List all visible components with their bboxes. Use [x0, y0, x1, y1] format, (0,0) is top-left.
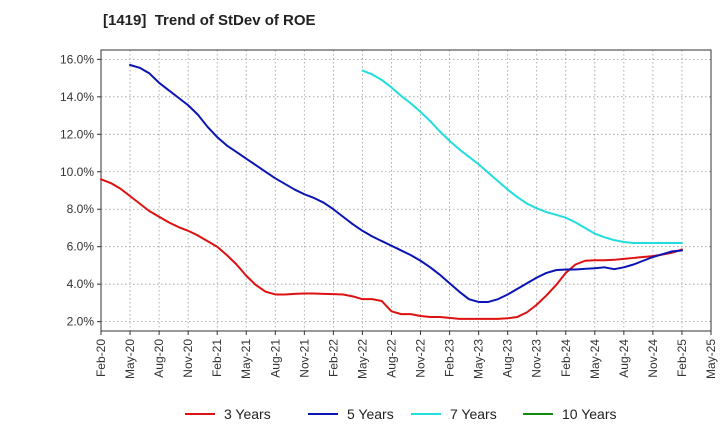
x-tick-label: Aug-24 — [617, 339, 631, 378]
x-tick-label: Feb-23 — [443, 339, 457, 377]
x-tick-label: May-25 — [704, 339, 718, 379]
x-tick-label: Nov-24 — [646, 339, 660, 378]
axes: 2.0% 4.0% 6.0% 8.0% 10.0% 12.0% 14.0% 16.0% Feb-… — [60, 49, 718, 379]
x-tick-label: Nov-22 — [414, 339, 428, 378]
series-line-3-years — [100, 178, 683, 320]
x-tick-label: Nov-21 — [297, 339, 311, 378]
x-tick-label: Feb-21 — [210, 339, 224, 377]
x-tick-label: Feb-24 — [559, 339, 573, 377]
x-tick-label: Nov-23 — [530, 339, 544, 378]
x-tick-label: Aug-21 — [268, 339, 282, 378]
legend-label: 3 Years — [224, 406, 271, 422]
series-line-7-years — [361, 69, 683, 244]
chart-title: [1419] Trend of StDev of ROE — [103, 12, 316, 29]
x-tick-label: Aug-22 — [384, 339, 398, 378]
x-tick-label: May-23 — [472, 339, 486, 379]
y-tick-label: 14.0% — [60, 90, 94, 104]
grid-lines — [100, 50, 712, 331]
legend-label: 5 Years — [347, 406, 394, 422]
x-tick-label: May-22 — [355, 339, 369, 379]
y-tick-label: 6.0% — [67, 240, 95, 254]
plot-area-frame — [100, 49, 712, 332]
y-tick-label: 16.0% — [60, 52, 94, 66]
x-tick-label: May-24 — [588, 339, 602, 379]
series-line-5-years — [129, 63, 683, 303]
x-tick-label: Aug-23 — [501, 339, 515, 378]
x-tick-label: Aug-20 — [152, 339, 166, 378]
x-tick-label: Feb-20 — [94, 339, 108, 377]
y-tick-label: 8.0% — [67, 202, 95, 216]
x-tick-label: Nov-20 — [181, 339, 195, 378]
y-tick-label: 12.0% — [60, 127, 94, 141]
x-tick-label: Feb-22 — [326, 339, 340, 377]
x-tick-label: Feb-25 — [675, 339, 689, 377]
y-tick-label: 4.0% — [67, 277, 95, 291]
legend: 3 Years 5 Years 7 Years 10 Years — [185, 406, 617, 422]
legend-label: 7 Years — [450, 406, 497, 422]
x-tick-label: May-21 — [239, 339, 253, 379]
x-tick-label: May-20 — [123, 339, 137, 379]
y-tick-label: 10.0% — [60, 165, 94, 179]
legend-label: 10 Years — [562, 406, 617, 422]
series-lines — [100, 63, 683, 320]
y-tick-label: 2.0% — [67, 315, 95, 329]
